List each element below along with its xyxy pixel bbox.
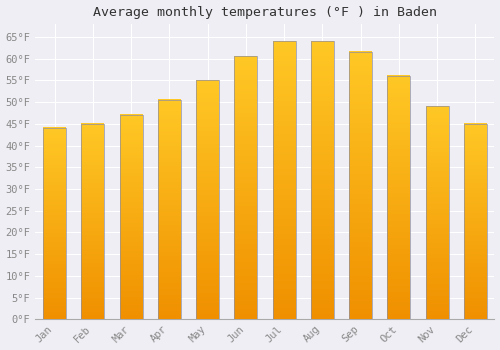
Bar [426, 106, 448, 319]
Bar [388, 76, 410, 319]
Bar [234, 56, 258, 319]
Bar [311, 41, 334, 319]
Title: Average monthly temperatures (°F ) in Baden: Average monthly temperatures (°F ) in Ba… [93, 6, 437, 19]
Bar [464, 124, 487, 319]
Bar [82, 124, 104, 319]
Bar [43, 128, 66, 319]
Bar [349, 52, 372, 319]
Bar [272, 41, 295, 319]
Bar [196, 80, 219, 319]
Bar [158, 100, 181, 319]
Bar [120, 115, 142, 319]
